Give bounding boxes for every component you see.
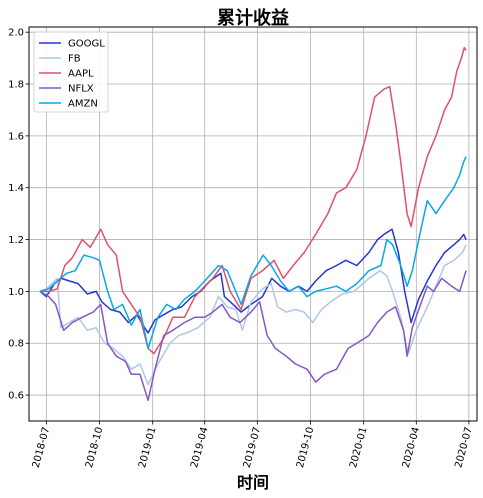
x-axis: 2018-07 2018-10 2019-01 2019-04 2019-07 2019-… [31,421,475,469]
y-tick-label: 1.8 [8,80,24,91]
x-tick-label: 2018-10 [84,426,105,469]
x-tick-label: 2019-01 [137,426,158,469]
series-line-amzn [39,156,467,350]
y-tick-label: 2.0 [8,28,24,39]
chart-title: 累计收益 [217,7,289,29]
x-tick-label: 2019-10 [295,426,316,469]
x-tick-label: 2019-07 [242,426,263,469]
legend-label: AAPL [68,69,94,80]
series-line-nflx [39,270,467,402]
y-tick-label: 1.2 [8,235,24,246]
legend-label: AMZN [68,99,98,110]
legend-label: FB [68,54,81,65]
series-line-fb [39,244,467,386]
x-tick-label: 2018-07 [31,426,52,469]
x-tick-label: 2020-01 [348,426,369,469]
legend-label: NFLX [68,84,94,95]
x-tick-label: 2019-04 [189,426,210,469]
y-tick-label: 1.0 [8,287,24,298]
x-tick-label: 2020-04 [401,426,422,469]
y-tick-label: 0.8 [8,339,24,350]
legend-label: GOOGL [68,39,105,50]
x-tick-label: 2020-07 [453,426,474,469]
x-axis-label: 时间 [237,473,269,492]
y-axis: 0.6 0.8 1.0 1.2 1.4 1.6 1.8 2.0 [8,28,29,402]
legend-box [33,31,109,113]
series-line-googl [39,228,467,334]
series-line-aapl [40,46,467,355]
legend: GOOGL FB AAPL NFLX AMZN [33,31,109,113]
y-tick-label: 1.6 [8,131,24,142]
y-tick-label: 0.6 [8,391,24,402]
series-lines [39,46,467,402]
grid [29,27,477,421]
y-tick-label: 1.4 [8,183,24,194]
plot-frame [28,26,478,422]
